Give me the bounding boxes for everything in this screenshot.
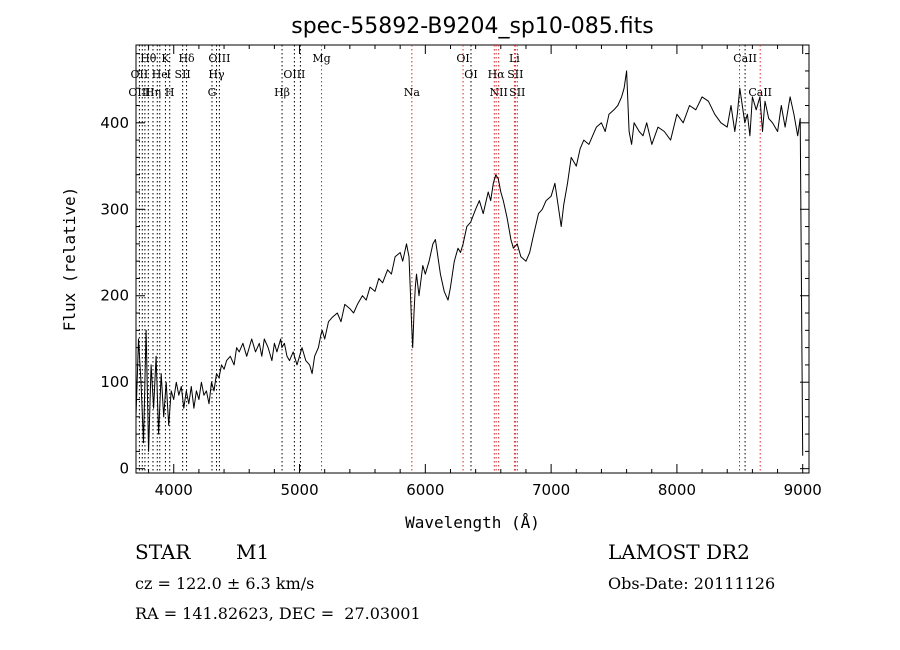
plot-frame xyxy=(135,44,810,474)
spectrum-line xyxy=(135,70,804,456)
spectral-line-label: Hη xyxy=(145,86,161,99)
spectral-line-label: OIII xyxy=(283,68,305,81)
y-tick-label: 400 xyxy=(100,114,129,132)
observation-date: Obs-Date: 20111126 xyxy=(608,574,776,593)
spectral-line-label: Hβ xyxy=(274,86,290,99)
spectral-line-label: OII xyxy=(131,68,149,81)
spectral-line-label: Hα xyxy=(488,68,506,81)
y-axis-label: Flux (relative) xyxy=(60,187,79,332)
spectral-line-label: OI xyxy=(464,68,477,81)
spectral-line-label: G xyxy=(208,86,217,99)
ra-dec-coordinates: RA = 141.82623, DEC = 27.03001 xyxy=(135,604,421,623)
spectral-line-label: He xyxy=(152,68,168,81)
spectral-line-label: OI xyxy=(456,52,469,65)
y-tick-label: 300 xyxy=(100,200,129,218)
spectral-line-label: CaII xyxy=(733,52,757,65)
spectral-line-label: Hγ xyxy=(208,68,225,81)
y-tick-label: 0 xyxy=(119,460,129,478)
spectral-line-label: SII xyxy=(175,68,191,81)
spectral-line-label: Li xyxy=(509,52,520,65)
x-tick-label: 7000 xyxy=(532,481,570,499)
spectral-line-label: OIII xyxy=(128,86,150,99)
spectral-line-label: Na xyxy=(404,86,421,99)
y-tick-label: 100 xyxy=(100,373,129,391)
x-tick-label: 4000 xyxy=(155,481,193,499)
spectral-line-label: Hδ xyxy=(178,52,195,65)
spectral-line-label: SII xyxy=(509,86,525,99)
chart-title: spec-55892-B9204_sp10-085.fits xyxy=(291,14,654,39)
survey-label: LAMOST DR2 xyxy=(608,540,750,564)
object-class: STAR xyxy=(135,540,191,564)
object-subclass: M1 xyxy=(236,540,270,564)
spectral-line-label: NII xyxy=(490,86,508,99)
spectral-line-label: OIII xyxy=(208,52,230,65)
x-tick-label: 6000 xyxy=(406,481,444,499)
spectral-line-label: Mg xyxy=(312,52,330,65)
x-tick-label: 5000 xyxy=(280,481,318,499)
x-axis-label: Wavelength (Å) xyxy=(405,513,540,532)
x-tick-label: 9000 xyxy=(784,481,822,499)
spectral-line-label: K xyxy=(161,52,170,65)
spectral-line-label: H xyxy=(165,86,175,99)
x-tick-label: 8000 xyxy=(658,481,696,499)
y-tick-label: 200 xyxy=(100,287,129,305)
spectral-line-label: Hθ xyxy=(140,52,157,65)
spectral-line-label: I xyxy=(167,68,171,81)
spectral-line-label: CaII xyxy=(748,86,772,99)
spectral-line-label: SII xyxy=(507,68,523,81)
redshift-velocity: cz = 122.0 ± 6.3 km/s xyxy=(135,574,315,593)
